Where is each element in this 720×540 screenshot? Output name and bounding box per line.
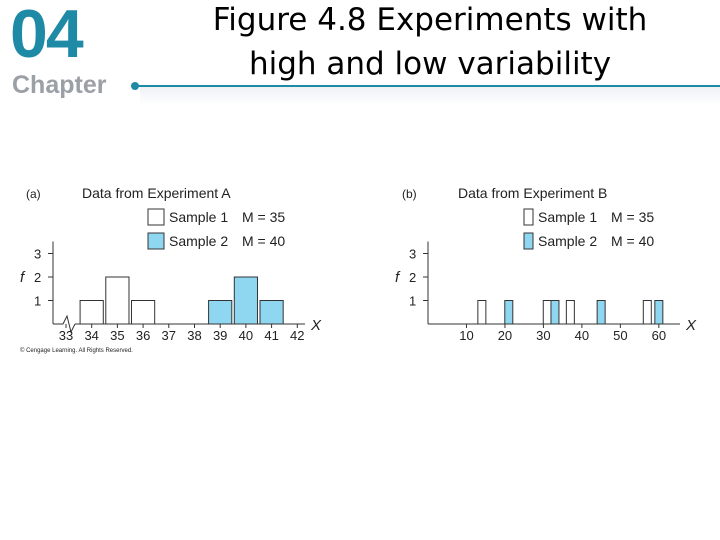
legend-swatch-2 xyxy=(147,232,165,250)
x-tick-label: 38 xyxy=(187,328,201,343)
x-tick-label: 40 xyxy=(239,328,253,343)
y-tick-label: 2 xyxy=(409,270,416,285)
y-tick-label: 3 xyxy=(409,247,416,262)
x-tick-label: 33 xyxy=(59,328,73,343)
bar-sample-1 xyxy=(477,300,487,325)
legend-swatch-1 xyxy=(147,208,165,226)
chart-title: Data from Experiment A xyxy=(82,185,231,201)
x-tick-label: 36 xyxy=(136,328,150,343)
x-tick-label: 39 xyxy=(213,328,227,343)
x-axis-label: X xyxy=(685,317,697,334)
x-tick-label: 50 xyxy=(613,328,627,343)
bar-sample-2 xyxy=(504,300,514,325)
bar-sample-2 xyxy=(596,300,606,325)
bar-sample-1 xyxy=(79,300,104,325)
axis-break xyxy=(53,314,76,334)
legend-label: Sample 1 xyxy=(169,209,228,225)
legend-swatch-1 xyxy=(523,208,534,226)
slide-title: Figure 4.8 Experiments with high and low… xyxy=(212,2,648,82)
header-band xyxy=(140,87,720,105)
x-tick-label: 30 xyxy=(536,328,550,343)
legend-swatch-2 xyxy=(523,232,534,250)
legend-label: Sample 2 xyxy=(169,233,228,249)
y-tick-label: 1 xyxy=(409,294,416,309)
panel-label: (a) xyxy=(26,187,41,201)
bar-sample-2 xyxy=(550,300,560,325)
chart-title: Data from Experiment B xyxy=(458,185,607,201)
x-tick-label: 42 xyxy=(290,328,304,343)
legend-stat: M = 35 xyxy=(611,209,654,225)
y-axis-label: f xyxy=(20,269,26,286)
header-rule xyxy=(135,85,720,87)
bar-sample-2 xyxy=(208,300,233,325)
bar-sample-1 xyxy=(130,300,156,325)
legend-stat: M = 35 xyxy=(242,209,285,225)
bar-sample-2 xyxy=(233,276,258,325)
copyright-text: © Cengage Learning. All Rights Reserved. xyxy=(20,347,133,354)
bar-sample-2 xyxy=(654,300,664,325)
chapter-number: 04 xyxy=(10,0,84,72)
header-dot xyxy=(131,82,139,90)
legend-label: Sample 1 xyxy=(538,209,597,225)
chapter-label: Chapter xyxy=(12,71,107,99)
x-tick-label: 20 xyxy=(498,328,512,343)
bar-sample-1 xyxy=(565,300,575,325)
x-tick-label: 60 xyxy=(652,328,666,343)
y-tick-label: 1 xyxy=(34,294,41,309)
bar-sample-1 xyxy=(105,276,130,325)
x-tick-label: 41 xyxy=(264,328,278,343)
y-tick-label: 2 xyxy=(34,270,41,285)
y-tick-label: 3 xyxy=(34,247,41,262)
x-tick-label: 37 xyxy=(162,328,176,343)
legend-label: Sample 2 xyxy=(538,233,597,249)
x-tick-label: 10 xyxy=(459,328,473,343)
bar-sample-1 xyxy=(542,300,552,325)
bar-sample-1 xyxy=(642,300,652,325)
legend-stat: M = 40 xyxy=(611,233,654,249)
panel-label: (b) xyxy=(402,187,417,201)
legend-stat: M = 40 xyxy=(242,233,285,249)
x-tick-label: 40 xyxy=(575,328,589,343)
bar-sample-2 xyxy=(259,300,284,325)
x-tick-label: 35 xyxy=(110,328,124,343)
x-axis-label: X xyxy=(310,317,322,334)
y-axis-label: f xyxy=(395,269,401,286)
x-tick-label: 34 xyxy=(84,328,98,343)
